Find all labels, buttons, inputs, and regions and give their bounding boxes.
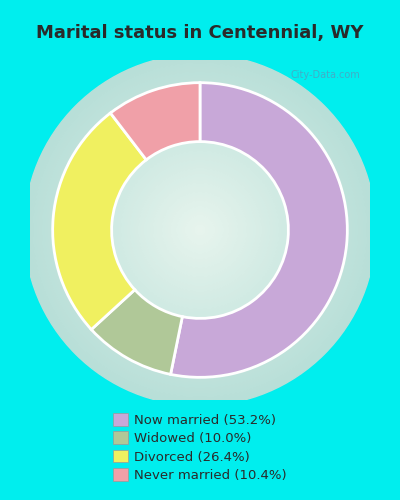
Circle shape (30, 60, 370, 400)
Circle shape (153, 183, 247, 277)
Circle shape (94, 124, 306, 336)
Circle shape (100, 130, 300, 330)
Circle shape (142, 172, 258, 288)
Circle shape (33, 63, 367, 397)
Circle shape (159, 189, 241, 271)
Circle shape (156, 186, 244, 274)
Circle shape (144, 174, 256, 286)
Circle shape (188, 218, 212, 242)
Circle shape (71, 101, 329, 359)
Circle shape (86, 116, 314, 344)
Wedge shape (110, 82, 200, 160)
Circle shape (60, 90, 340, 370)
Circle shape (133, 162, 267, 298)
Circle shape (171, 200, 229, 260)
Circle shape (130, 160, 270, 300)
Circle shape (106, 136, 294, 324)
Circle shape (98, 128, 302, 332)
Circle shape (68, 98, 332, 362)
Circle shape (182, 212, 218, 248)
Circle shape (54, 84, 346, 376)
Legend: Now married (53.2%), Widowed (10.0%), Divorced (26.4%), Never married (10.4%): Now married (53.2%), Widowed (10.0%), Di… (109, 409, 291, 486)
Circle shape (162, 192, 238, 268)
Circle shape (180, 210, 220, 250)
Wedge shape (170, 82, 347, 378)
Wedge shape (91, 290, 182, 374)
Circle shape (168, 198, 232, 262)
Circle shape (39, 69, 361, 391)
Circle shape (112, 142, 288, 318)
Circle shape (80, 110, 320, 350)
Circle shape (121, 151, 279, 309)
Circle shape (45, 75, 355, 385)
Circle shape (191, 221, 209, 239)
Circle shape (51, 80, 349, 380)
Wedge shape (53, 113, 146, 330)
Circle shape (194, 224, 206, 236)
Circle shape (92, 122, 308, 338)
Circle shape (124, 154, 276, 306)
Circle shape (176, 206, 224, 254)
Circle shape (36, 66, 364, 394)
Circle shape (147, 178, 253, 282)
Circle shape (83, 113, 317, 347)
Circle shape (136, 166, 264, 294)
Text: Marital status in Centennial, WY: Marital status in Centennial, WY (36, 24, 364, 42)
Circle shape (118, 148, 282, 312)
Circle shape (109, 139, 291, 321)
Circle shape (115, 145, 285, 315)
Circle shape (103, 134, 297, 326)
Circle shape (42, 72, 358, 388)
Circle shape (127, 157, 273, 303)
Circle shape (185, 216, 215, 244)
Circle shape (74, 104, 326, 356)
Circle shape (27, 58, 373, 403)
Circle shape (165, 195, 235, 265)
Circle shape (89, 118, 311, 342)
Circle shape (48, 78, 352, 382)
Circle shape (138, 168, 262, 292)
Circle shape (174, 204, 226, 256)
Circle shape (65, 96, 335, 364)
Circle shape (77, 107, 323, 353)
Circle shape (62, 92, 338, 368)
Text: City-Data.com: City-Data.com (290, 70, 360, 80)
Circle shape (56, 86, 344, 374)
Circle shape (150, 180, 250, 280)
Circle shape (24, 54, 376, 406)
Circle shape (197, 227, 203, 233)
